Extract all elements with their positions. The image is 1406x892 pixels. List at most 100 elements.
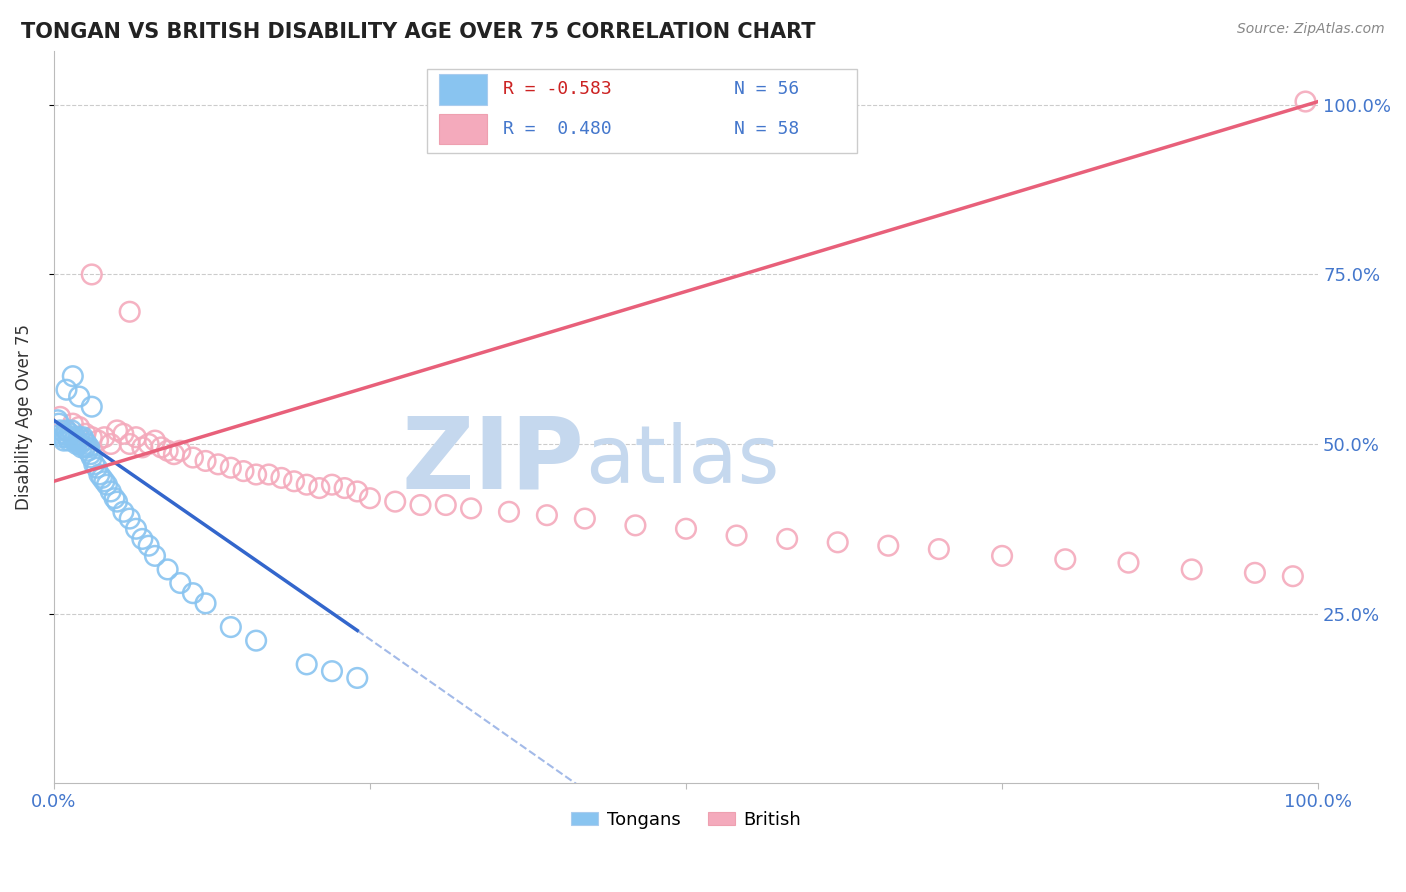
Point bbox=[63, 434, 86, 448]
Point bbox=[49, 424, 72, 438]
Point bbox=[434, 498, 457, 512]
Point bbox=[1244, 566, 1267, 580]
Point bbox=[76, 437, 98, 451]
Point bbox=[194, 454, 217, 468]
Point bbox=[156, 562, 179, 576]
Point bbox=[283, 475, 305, 489]
Point bbox=[409, 498, 432, 512]
Point bbox=[877, 539, 900, 553]
Point bbox=[270, 471, 292, 485]
Text: R =  0.480: R = 0.480 bbox=[503, 120, 612, 138]
Point bbox=[55, 424, 77, 438]
Point bbox=[75, 441, 97, 455]
Point bbox=[77, 441, 100, 455]
Point bbox=[112, 505, 135, 519]
Point bbox=[827, 535, 849, 549]
Point bbox=[675, 522, 697, 536]
Point bbox=[1295, 95, 1317, 109]
Point bbox=[77, 443, 100, 458]
Point bbox=[67, 430, 90, 444]
Point bbox=[125, 522, 148, 536]
Point bbox=[219, 620, 242, 634]
Point bbox=[55, 424, 77, 438]
Point bbox=[69, 437, 91, 451]
Point bbox=[346, 671, 368, 685]
Point bbox=[125, 430, 148, 444]
Point bbox=[776, 532, 799, 546]
Point bbox=[89, 467, 111, 482]
Text: atlas: atlas bbox=[585, 422, 779, 500]
Text: N = 56: N = 56 bbox=[734, 80, 799, 98]
Point bbox=[80, 268, 103, 282]
Point bbox=[96, 477, 118, 491]
Point bbox=[103, 491, 125, 506]
Point bbox=[333, 481, 356, 495]
Legend: Tongans, British: Tongans, British bbox=[564, 804, 808, 837]
Point bbox=[62, 430, 84, 444]
Point bbox=[80, 400, 103, 414]
Point bbox=[295, 477, 318, 491]
Point bbox=[624, 518, 647, 533]
Point bbox=[62, 369, 84, 384]
Point bbox=[65, 430, 87, 444]
Point bbox=[105, 424, 128, 438]
Point bbox=[131, 441, 153, 455]
Point bbox=[80, 450, 103, 465]
Point bbox=[48, 417, 70, 431]
Point bbox=[143, 434, 166, 448]
Point bbox=[181, 586, 204, 600]
Point bbox=[72, 430, 94, 444]
Point bbox=[112, 426, 135, 441]
Point bbox=[574, 511, 596, 525]
Bar bbox=[440, 74, 488, 105]
Point bbox=[52, 434, 75, 448]
Point bbox=[49, 409, 72, 424]
Text: R = -0.583: R = -0.583 bbox=[503, 80, 612, 98]
Point bbox=[1118, 556, 1140, 570]
Point bbox=[169, 443, 191, 458]
Point bbox=[70, 441, 93, 455]
FancyBboxPatch shape bbox=[427, 69, 856, 153]
Point bbox=[100, 484, 122, 499]
Point bbox=[66, 434, 89, 448]
Point bbox=[163, 447, 186, 461]
Text: N = 58: N = 58 bbox=[734, 120, 799, 138]
Point bbox=[105, 494, 128, 508]
Point bbox=[62, 417, 84, 431]
Point bbox=[321, 664, 343, 678]
Point bbox=[93, 430, 115, 444]
Point bbox=[73, 434, 96, 448]
Point bbox=[52, 430, 75, 444]
Point bbox=[118, 437, 141, 451]
Point bbox=[83, 458, 105, 472]
Point bbox=[138, 539, 160, 553]
Point bbox=[169, 576, 191, 591]
Point bbox=[359, 491, 381, 506]
Point bbox=[308, 481, 330, 495]
Point bbox=[536, 508, 558, 523]
Point bbox=[65, 437, 87, 451]
Bar bbox=[440, 113, 488, 145]
Point bbox=[219, 460, 242, 475]
Point bbox=[150, 441, 173, 455]
Text: ZIP: ZIP bbox=[402, 412, 585, 509]
Point bbox=[1282, 569, 1305, 583]
Point bbox=[1181, 562, 1204, 576]
Point bbox=[60, 424, 83, 438]
Point bbox=[138, 437, 160, 451]
Point bbox=[79, 447, 101, 461]
Point bbox=[51, 426, 73, 441]
Point bbox=[53, 426, 76, 441]
Point bbox=[55, 383, 77, 397]
Point bbox=[156, 443, 179, 458]
Point bbox=[90, 471, 112, 485]
Point bbox=[498, 505, 520, 519]
Point bbox=[67, 390, 90, 404]
Point bbox=[1054, 552, 1077, 566]
Point bbox=[118, 511, 141, 525]
Y-axis label: Disability Age Over 75: Disability Age Over 75 bbox=[15, 324, 32, 510]
Point bbox=[384, 494, 406, 508]
Point bbox=[56, 430, 79, 444]
Point bbox=[87, 434, 110, 448]
Point bbox=[100, 437, 122, 451]
